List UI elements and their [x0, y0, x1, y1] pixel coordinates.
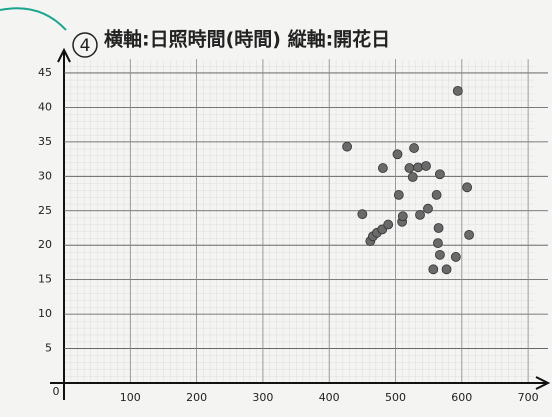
point [394, 190, 403, 199]
origin-label: 0 [53, 385, 60, 398]
annotation: 4 [80, 36, 91, 56]
chart: 4 横軸:日照時間(時間) 縦軸:開花日 0 5 10 15 20 25 30 35 40 45… [0, 0, 552, 417]
point [433, 239, 442, 248]
y-tick-label: 10 [38, 307, 52, 320]
y-tick-label: 35 [38, 135, 52, 148]
y-tick-label: 5 [45, 342, 52, 355]
point [423, 204, 432, 213]
x-tick-label: 300 [252, 391, 273, 404]
y-tick-label: 15 [38, 273, 52, 286]
point [429, 265, 438, 274]
y-tick-label: 45 [38, 66, 52, 79]
point [434, 223, 443, 232]
chart-title: 横軸:日照時間(時間) 縦軸:開花日 [104, 28, 390, 51]
y-tick-label: 25 [38, 204, 52, 217]
point [410, 144, 419, 153]
x-tick-label: 700 [518, 391, 539, 404]
point [432, 190, 441, 199]
point [343, 142, 352, 151]
graph-paper [64, 60, 534, 383]
point [384, 220, 393, 229]
point [393, 150, 402, 159]
point [463, 183, 472, 192]
point [453, 86, 462, 95]
point [442, 265, 451, 274]
point [451, 252, 460, 261]
point [414, 163, 423, 172]
point [405, 164, 414, 173]
x-tick-label: 500 [385, 391, 406, 404]
point [408, 172, 417, 181]
y-tick-label: 20 [38, 238, 52, 251]
x-tick-label: 100 [120, 391, 141, 404]
y-tick-label: 30 [38, 169, 52, 182]
y-tick-label: 40 [38, 100, 52, 113]
point [465, 230, 474, 239]
point [358, 210, 367, 219]
x-tick-label: 200 [186, 391, 207, 404]
point [435, 250, 444, 259]
point [378, 164, 387, 173]
point [398, 212, 407, 221]
point [435, 170, 444, 179]
x-tick-label: 600 [451, 391, 472, 404]
point [421, 161, 430, 170]
point [416, 210, 425, 219]
x-tick-label: 400 [319, 391, 340, 404]
